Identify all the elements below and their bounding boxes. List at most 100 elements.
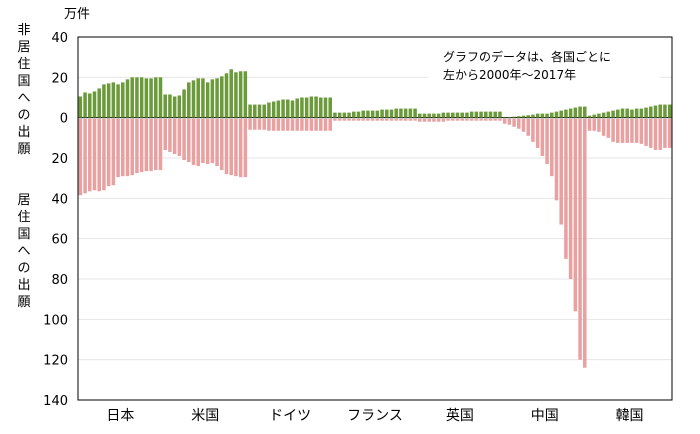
bar-resident <box>257 118 262 130</box>
bar-resident <box>545 118 549 165</box>
bar-resident <box>205 118 210 165</box>
bar-resident <box>323 118 328 131</box>
bar-resident <box>356 118 361 121</box>
bar-non-resident <box>399 108 403 118</box>
bar-resident <box>663 118 667 148</box>
country-group <box>333 108 417 121</box>
bar-resident <box>550 118 554 177</box>
bar-resident <box>295 118 299 131</box>
bar-non-resident <box>554 111 559 118</box>
bar-resident <box>106 118 111 187</box>
bar-non-resident <box>639 108 644 118</box>
bar-resident <box>196 118 200 167</box>
bar-non-resident <box>564 109 568 118</box>
bar-resident <box>606 118 611 138</box>
bar-resident <box>507 118 512 125</box>
bar-non-resident <box>389 109 394 118</box>
bar-resident <box>408 118 413 121</box>
bar-resident <box>191 118 196 166</box>
bar-resident <box>502 118 507 124</box>
bar-resident <box>649 118 653 148</box>
bar-non-resident <box>446 112 450 118</box>
bar-non-resident <box>220 76 224 118</box>
bar-resident <box>116 118 120 178</box>
bar-non-resident <box>342 112 347 118</box>
y-axis-ticks: 40 20 0 20 40 60 80 100 120 140 <box>43 31 68 409</box>
bar-non-resident <box>498 111 502 118</box>
bar-non-resident <box>177 95 182 118</box>
bar-non-resident <box>172 96 177 118</box>
bar-non-resident <box>540 113 545 118</box>
bar-non-resident <box>182 89 186 118</box>
bar-resident <box>361 118 365 121</box>
bar-resident <box>172 118 177 154</box>
bar-resident <box>639 118 644 144</box>
bar-resident <box>215 118 219 167</box>
bar-resident <box>238 118 243 178</box>
bar-non-resident <box>88 93 92 118</box>
country-group <box>163 69 248 178</box>
bar-resident <box>125 118 130 177</box>
bar-non-resident <box>559 110 563 118</box>
bar-non-resident <box>474 111 479 118</box>
bar-non-resident <box>130 77 134 118</box>
bar-non-resident <box>319 97 323 118</box>
bar-non-resident <box>295 98 299 118</box>
bar-non-resident <box>601 112 606 118</box>
bar-non-resident <box>201 78 205 118</box>
bar-resident <box>474 118 479 121</box>
x-category-label: 米国 <box>191 408 219 424</box>
bar-non-resident <box>408 108 413 118</box>
bar-non-resident <box>394 108 398 118</box>
bar-non-resident <box>535 113 540 118</box>
bar-non-resident <box>276 100 281 118</box>
bar-resident <box>352 118 356 121</box>
bar-non-resident <box>658 104 662 118</box>
y-tick-label: 80 <box>51 273 68 288</box>
bar-resident <box>578 118 582 360</box>
bar-resident <box>597 118 601 132</box>
x-category-label: 日本 <box>106 408 134 424</box>
bar-resident <box>441 118 446 122</box>
x-category-label: フランス <box>347 408 403 424</box>
bar-non-resident <box>493 111 497 118</box>
bar-resident <box>158 118 163 171</box>
bar-non-resident <box>460 112 464 118</box>
bar-resident <box>465 118 469 121</box>
bar-non-resident <box>606 111 611 118</box>
bar-non-resident <box>517 116 521 118</box>
bar-non-resident <box>267 102 271 118</box>
bar-resident <box>451 118 455 121</box>
y-tick-label: 60 <box>51 233 68 248</box>
bar-non-resident <box>158 77 163 118</box>
bar-non-resident <box>573 107 578 118</box>
bar-non-resident <box>116 84 120 118</box>
bar-resident <box>342 118 347 121</box>
bar-resident <box>177 118 182 156</box>
bar-non-resident <box>370 110 375 118</box>
chart-note: グラフのデータは、各国ごとに 左から2000年～2017年 <box>443 48 658 84</box>
bar-non-resident <box>196 78 200 118</box>
bar-non-resident <box>125 79 130 118</box>
bar-resident <box>521 118 526 132</box>
bar-resident <box>620 118 625 143</box>
bar-resident <box>601 118 606 136</box>
bar-non-resident <box>83 92 87 118</box>
bar-resident <box>154 118 158 171</box>
bar-non-resident <box>451 112 455 118</box>
bar-non-resident <box>121 82 125 118</box>
bar-resident <box>583 118 587 368</box>
bar-resident <box>347 118 351 121</box>
bar-non-resident <box>257 104 262 118</box>
bar-non-resident <box>78 96 83 118</box>
bar-non-resident <box>484 111 488 118</box>
bar-resident <box>436 118 441 122</box>
bar-resident <box>88 118 92 192</box>
bar-non-resident <box>314 96 318 118</box>
bar-resident <box>469 118 474 121</box>
bar-non-resident <box>465 112 469 118</box>
bar-resident <box>446 118 450 121</box>
country-group <box>78 77 163 196</box>
bar-non-resident <box>469 111 474 118</box>
bar-resident <box>210 118 215 164</box>
